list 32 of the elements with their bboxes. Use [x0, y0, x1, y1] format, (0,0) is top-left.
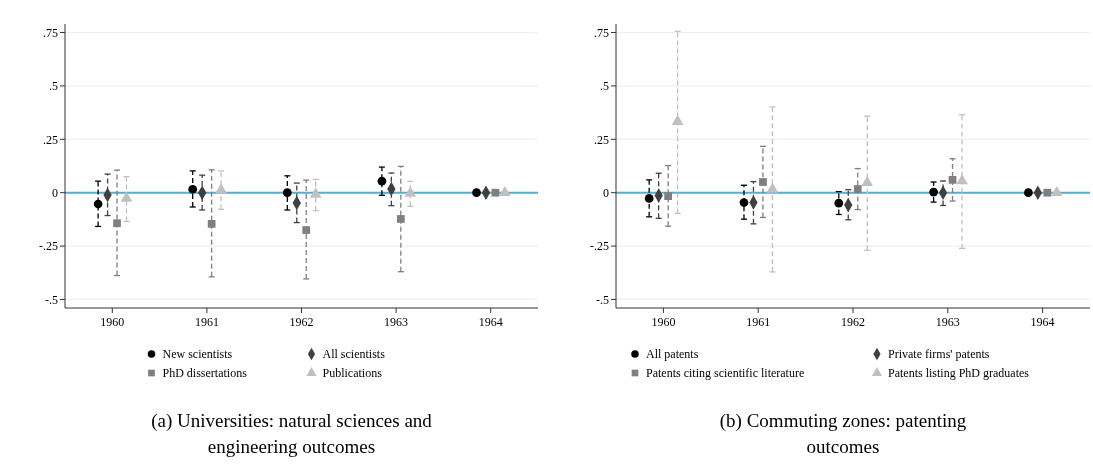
y-tick-label: .25: [43, 132, 58, 147]
y-tick-label: .75: [43, 25, 58, 40]
y-tick-label: -.25: [590, 239, 609, 254]
x-tick-label: 1960: [651, 315, 676, 329]
y-tick-label: -.25: [39, 239, 58, 254]
y-tick-label: .5: [49, 79, 58, 94]
x-tick-label: 1964: [1030, 315, 1055, 329]
y-tick-label: -.5: [596, 292, 609, 307]
x-tick-label: 1964: [478, 315, 503, 329]
y-tick-label: .25: [594, 132, 609, 147]
legend-label: Publications: [322, 366, 383, 381]
x-tick-label: 1962: [841, 315, 865, 329]
x-tick-label: 1960: [100, 315, 125, 329]
y-tick-label: .75: [594, 25, 609, 40]
text: (a) Universities: natural sciences and engineering outcomes: [151, 410, 433, 457]
legend-label: All scientists: [322, 347, 386, 362]
legend-label: All patents: [646, 347, 699, 362]
legend-label: Patents listing PhD graduates: [888, 366, 1030, 381]
y-tick-label: 0: [603, 185, 609, 200]
y-tick-label: -.5: [45, 292, 58, 307]
x-tick-label: 1962: [289, 315, 314, 329]
legend-label: Patents citing scientific literature: [646, 366, 805, 381]
x-tick-label: 1963: [384, 315, 409, 329]
x-tick-label: 1961: [194, 315, 219, 329]
x-tick-label: 1961: [746, 315, 771, 329]
y-tick-label: .5: [600, 79, 609, 94]
legend-label: New scientists: [162, 347, 233, 362]
legend-label: PhD dissertations: [162, 366, 248, 381]
y-tick-label: 0: [52, 185, 58, 200]
x-tick-label: 1963: [935, 315, 960, 329]
text: (b) Commuting zones: patenting outcomes: [719, 410, 967, 457]
legend-label: Private firms' patents: [888, 347, 990, 362]
